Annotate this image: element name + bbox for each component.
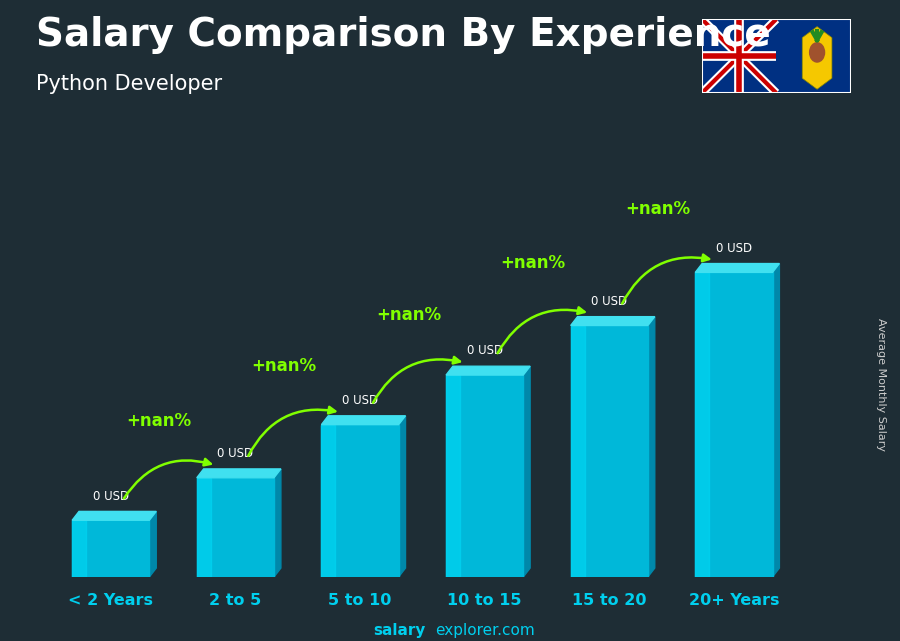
Bar <box>321 424 336 577</box>
Text: +nan%: +nan% <box>251 357 317 375</box>
Text: +nan%: +nan% <box>127 412 192 430</box>
Bar <box>197 478 274 577</box>
Bar <box>72 520 149 577</box>
Text: 15 to 20: 15 to 20 <box>572 593 646 608</box>
Polygon shape <box>274 469 281 577</box>
Text: 20+ Years: 20+ Years <box>688 593 779 608</box>
Text: +nan%: +nan% <box>376 306 441 324</box>
Text: 0 USD: 0 USD <box>217 447 254 460</box>
Polygon shape <box>696 263 779 272</box>
Text: 5 to 10: 5 to 10 <box>328 593 392 608</box>
Text: 0 USD: 0 USD <box>342 394 378 407</box>
Text: salary: salary <box>374 623 426 638</box>
Bar <box>446 375 460 577</box>
Bar <box>446 375 523 577</box>
Bar <box>72 520 86 577</box>
Text: +nan%: +nan% <box>626 199 690 217</box>
Polygon shape <box>523 366 530 577</box>
Polygon shape <box>648 317 655 577</box>
Polygon shape <box>446 366 530 375</box>
Text: 10 to 15: 10 to 15 <box>447 593 522 608</box>
Bar <box>571 326 648 577</box>
Polygon shape <box>772 263 779 577</box>
Polygon shape <box>571 317 655 326</box>
Polygon shape <box>197 469 281 478</box>
Bar <box>321 424 399 577</box>
Text: explorer.com: explorer.com <box>435 623 535 638</box>
Bar <box>696 272 772 577</box>
Polygon shape <box>802 26 832 89</box>
Polygon shape <box>149 512 157 577</box>
Text: 0 USD: 0 USD <box>93 490 129 503</box>
Text: +nan%: +nan% <box>500 254 566 272</box>
Bar <box>197 478 211 577</box>
Polygon shape <box>399 416 406 577</box>
Bar <box>696 272 709 577</box>
Text: 2 to 5: 2 to 5 <box>210 593 262 608</box>
Ellipse shape <box>809 42 825 63</box>
Polygon shape <box>321 416 406 424</box>
Text: Salary Comparison By Experience: Salary Comparison By Experience <box>36 16 770 54</box>
Text: < 2 Years: < 2 Years <box>68 593 153 608</box>
Bar <box>571 326 585 577</box>
Text: 0 USD: 0 USD <box>716 242 752 254</box>
Text: Average Monthly Salary: Average Monthly Salary <box>877 318 886 451</box>
Text: 0 USD: 0 USD <box>591 295 627 308</box>
Text: 0 USD: 0 USD <box>466 344 503 358</box>
Polygon shape <box>72 512 157 520</box>
Text: Python Developer: Python Developer <box>36 74 222 94</box>
